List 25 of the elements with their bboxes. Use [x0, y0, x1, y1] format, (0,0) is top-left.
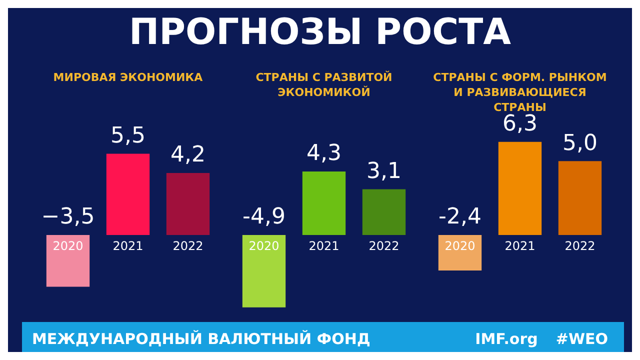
x-tick-label: 2021 [504, 239, 536, 254]
data-label: -2,4 [438, 204, 482, 230]
chart-title: СТРАНЫ С ФОРМ. РЫНКОМ И РАЗВИВАЮЩИЕСЯ СТРАНЫ [432, 70, 608, 114]
chart-title: МИРОВАЯ ЭКОНОМИКА [52, 70, 204, 86]
data-label: 4,2 [170, 142, 206, 168]
data-label: −3,5 [41, 204, 95, 230]
text: #WEO [556, 330, 608, 348]
text: IMF.org [475, 330, 538, 348]
data-label: 3,1 [366, 158, 402, 184]
x-tick-label: 2021 [308, 239, 340, 254]
x-tick-label: 2020 [444, 239, 476, 254]
x-tick-label: 2020 [52, 239, 84, 254]
x-tick-label: 2022 [368, 239, 400, 254]
data-label: -4,9 [242, 204, 286, 230]
data-label: 5,0 [562, 130, 598, 156]
x-tick-label: 2022 [564, 239, 596, 254]
text: ПРОГНОЗЫ РОСТА [128, 12, 512, 53]
x-tick-label: 2021 [112, 239, 144, 254]
text: МЕЖДУНАРОДНЫЙ ВАЛЮТНЫЙ ФОНД [32, 330, 370, 348]
data-label: 4,3 [306, 141, 342, 166]
chart-title: СТРАНЫ С РАЗВИТОЙ ЭКОНОМИКОЙ [254, 70, 394, 101]
data-label: 5,5 [110, 123, 146, 148]
x-tick-label: 2022 [172, 239, 204, 254]
data-label: 6,3 [502, 112, 538, 137]
x-tick-label: 2020 [248, 239, 280, 254]
